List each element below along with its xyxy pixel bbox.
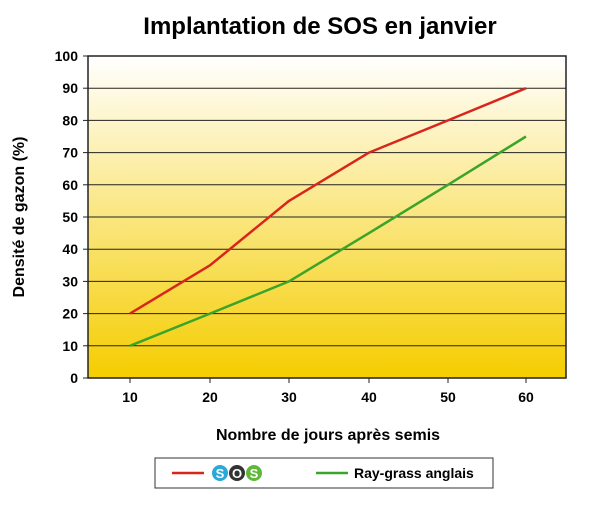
- y-tick-label-50: 50: [62, 209, 78, 225]
- sos-logo-o: O: [232, 466, 242, 481]
- sos-logo-o-circle: [229, 465, 245, 481]
- y-tick-label-70: 70: [62, 145, 78, 161]
- y-tick-label-40: 40: [62, 241, 78, 257]
- sos-logo-s2-circle: [246, 465, 262, 481]
- x-tick-label-60: 60: [518, 389, 534, 405]
- x-axis-ticks: 10 20 30 40 50 60: [122, 378, 534, 405]
- y-tick-label-60: 60: [62, 177, 78, 193]
- grid-lines: [88, 87, 566, 347]
- x-axis-label: Nombre de jours après semis: [216, 427, 440, 444]
- y-tick-label-80: 80: [62, 112, 78, 128]
- y-tick-label-0: 0: [70, 370, 78, 386]
- y-tick-label-90: 90: [62, 80, 78, 96]
- x-tick-label-10: 10: [122, 389, 138, 405]
- x-tick-label-20: 20: [202, 389, 218, 405]
- legend: S O S Ray-grass anglais: [154, 457, 494, 489]
- sos-logo: S O S: [212, 465, 262, 481]
- y-tick-label-20: 20: [62, 306, 78, 322]
- sos-logo-s1: S: [216, 466, 225, 481]
- y-tick-label-10: 10: [62, 338, 78, 354]
- x-tick-label-40: 40: [361, 389, 377, 405]
- y-axis-label: Densité de gazon (%): [11, 137, 28, 298]
- x-tick-label-30: 30: [281, 389, 297, 405]
- y-tick-label-100: 100: [55, 48, 79, 64]
- series-line-sos: [129, 87, 527, 315]
- legend-label-ray-grass: Ray-grass anglais: [354, 465, 474, 481]
- sos-logo-s1-circle: [212, 465, 228, 481]
- series-line-ray-grass: [129, 135, 527, 347]
- x-tick-label-50: 50: [440, 389, 456, 405]
- series-lines: [129, 87, 527, 347]
- y-axis-ticks: 0 10 20 30 40 50 60 70 80 90 100: [55, 48, 88, 386]
- chart-title: Implantation de SOS en janvier: [143, 13, 496, 40]
- y-tick-label-30: 30: [62, 273, 78, 289]
- sos-logo-s2: S: [250, 466, 259, 481]
